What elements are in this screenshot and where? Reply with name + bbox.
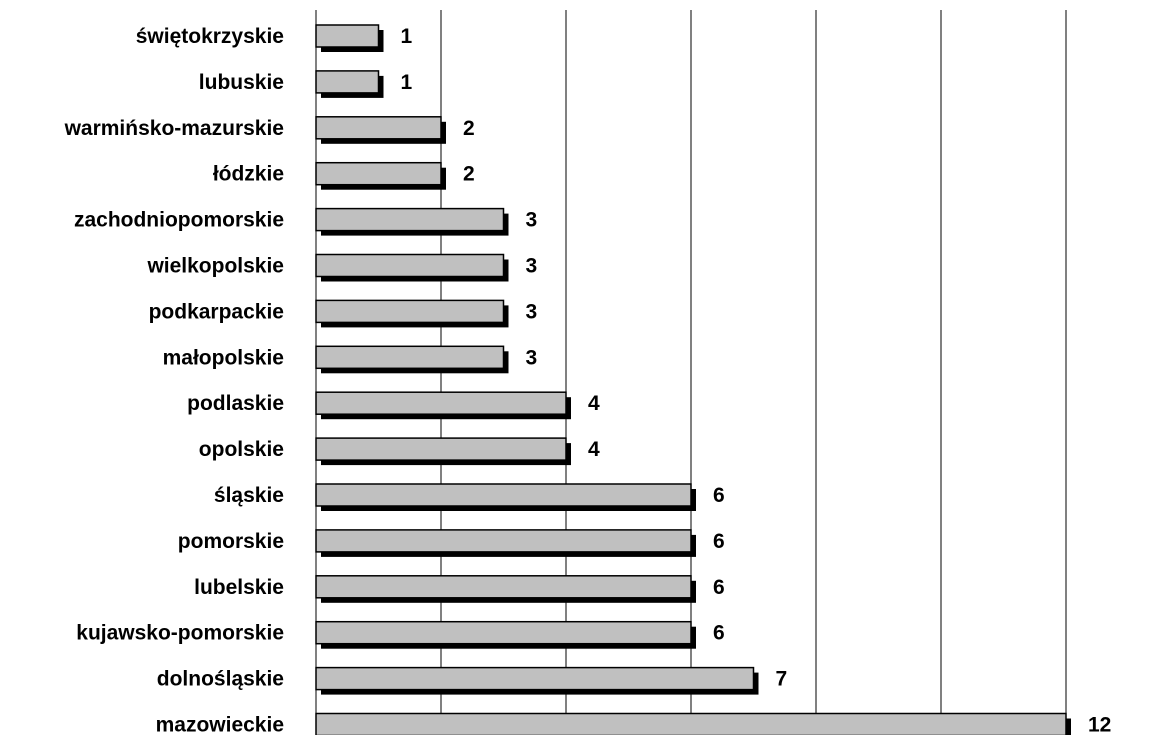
- bar: [315, 483, 692, 507]
- data-label: 6: [713, 622, 725, 645]
- data-label: 2: [463, 117, 475, 140]
- bar: [315, 620, 692, 645]
- category-label: podkarpackie: [149, 300, 284, 323]
- bar: [315, 345, 505, 370]
- category-label: dolnośląskie: [157, 668, 284, 691]
- category-label: łódzkie: [213, 163, 284, 186]
- bar: [315, 575, 692, 599]
- category-label: świętokrzyskie: [136, 25, 284, 48]
- data-label: 6: [713, 576, 725, 599]
- bar: [315, 391, 567, 415]
- data-label: 3: [526, 209, 538, 232]
- bar: [315, 437, 567, 461]
- bar: [315, 253, 505, 278]
- data-label: 4: [588, 392, 600, 415]
- category-label: warmińsko-mazurskie: [64, 117, 284, 140]
- bars-layer: [315, 24, 1071, 735]
- bar: [315, 207, 505, 232]
- data-label: 4: [588, 438, 600, 461]
- data-label: 6: [713, 530, 725, 553]
- category-label: śląskie: [214, 484, 284, 507]
- category-label: lubuskie: [199, 71, 284, 94]
- data-label: 1: [401, 71, 413, 94]
- category-label: zachodniopomorskie: [74, 209, 284, 232]
- data-label: 1: [401, 25, 413, 48]
- data-label: 3: [526, 300, 538, 323]
- category-label: wielkopolskie: [146, 255, 284, 278]
- bar: [315, 70, 380, 94]
- category-label: małopolskie: [163, 346, 284, 369]
- data-label: 3: [526, 346, 538, 369]
- bar: [315, 24, 380, 48]
- category-label: podlaskie: [187, 392, 284, 415]
- category-label: mazowieckie: [156, 714, 284, 735]
- category-label: pomorskie: [178, 530, 284, 553]
- category-label: kujawsko-pomorskie: [76, 622, 284, 645]
- bar: [315, 161, 442, 186]
- data-label: 7: [776, 668, 788, 691]
- bar: [315, 666, 755, 691]
- data-label: 2: [463, 163, 475, 186]
- data-label: 12: [1088, 714, 1111, 735]
- labels-layer: świętokrzyskie 1 lubuskie 1 warmińsko-mazurs…: [64, 25, 1112, 735]
- category-label: lubelskie: [194, 576, 284, 599]
- category-label: opolskie: [199, 438, 284, 461]
- bar: [315, 712, 1067, 735]
- data-label: 6: [713, 484, 725, 507]
- data-label: 3: [526, 255, 538, 278]
- bar: [315, 529, 692, 553]
- bar: [315, 299, 505, 324]
- bar: [315, 116, 442, 140]
